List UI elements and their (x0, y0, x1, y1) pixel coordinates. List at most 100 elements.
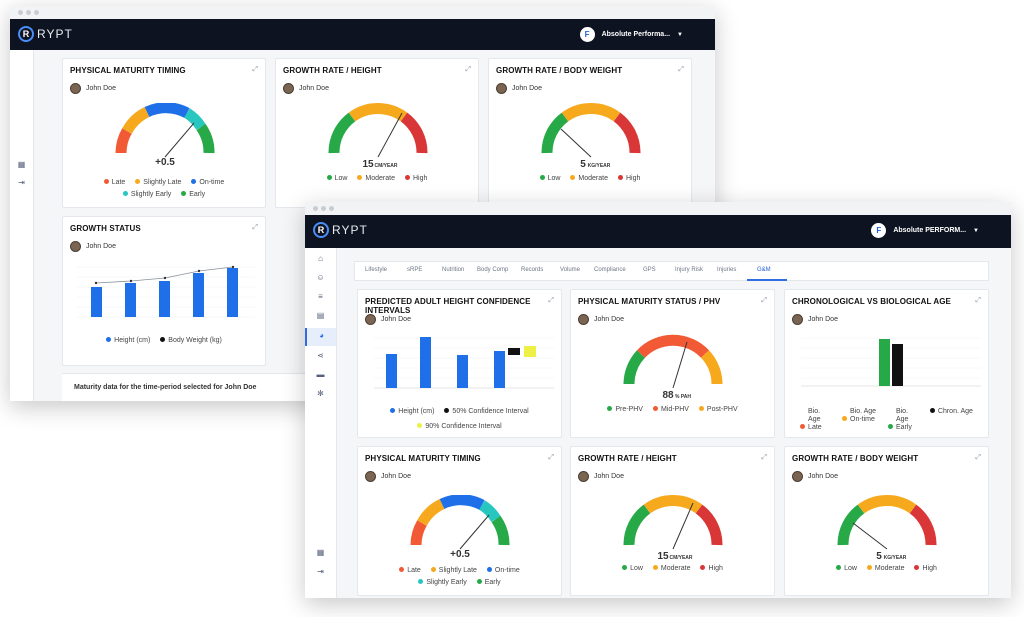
logout-icon[interactable]: ⇥ (18, 178, 25, 187)
org-switcher[interactable]: F Absolute Performa... ▼ (579, 27, 683, 42)
expand-icon[interactable]: ⤢ (761, 454, 767, 461)
adult-height-chart (374, 337, 554, 389)
calendar-icon[interactable]: ▦ (316, 548, 325, 557)
tab-nutrition[interactable]: Nutrition (442, 267, 465, 273)
legend-item[interactable]: Late (103, 177, 125, 189)
avatar (496, 83, 507, 94)
expand-icon[interactable]: ⤢ (465, 66, 471, 73)
tab-bar: Lifestyle sRPE Nutrition Body Comp Recor… (354, 261, 989, 281)
chart-icon[interactable]: ◕ (305, 328, 336, 346)
home-icon[interactable]: ⌂ (318, 254, 323, 263)
maturity-timing-card: PHYSICAL MATURITY TIMING ⤢ John Doe +0.5… (357, 446, 562, 596)
window-dot-icon[interactable] (329, 206, 334, 211)
legend-item[interactable]: Low (836, 563, 857, 575)
legend-item[interactable]: High (914, 563, 937, 575)
legend-item[interactable]: Height (cm) (106, 335, 150, 347)
expand-icon[interactable]: ⤢ (252, 224, 258, 231)
expand-icon[interactable]: ⤢ (975, 297, 981, 304)
gauge-segment-high (695, 504, 723, 546)
legend-item[interactable]: Moderate (866, 563, 905, 575)
legend-item[interactable]: On-time (486, 565, 520, 577)
legend-item[interactable]: Moderate (357, 173, 395, 185)
legend-item[interactable]: Bio. Age Early (887, 408, 920, 432)
expand-icon[interactable]: ⤢ (761, 297, 767, 304)
list-icon[interactable]: ≡ (318, 292, 323, 301)
window-dot-icon[interactable] (313, 206, 318, 211)
legend-item[interactable]: Early (181, 189, 205, 201)
logout-icon[interactable]: ⇥ (317, 567, 324, 576)
legend-item[interactable]: High (617, 173, 640, 185)
legend-item[interactable]: 90% Confidence Interval (417, 421, 502, 433)
legend-item[interactable]: Pre-PHV (607, 404, 643, 416)
logo-text: RYPT (37, 27, 73, 41)
gauge-value: 5 (580, 159, 586, 169)
growth-height-gauge: 15 CM/YEAR (623, 495, 723, 561)
legend-item[interactable]: Moderate (570, 173, 608, 185)
tab-compliance[interactable]: Compliance (594, 267, 626, 273)
legend-item[interactable]: Bio. Age On-time (842, 408, 878, 424)
tab-volume[interactable]: Volume (560, 267, 581, 273)
expand-icon[interactable]: ⤢ (975, 454, 981, 461)
expand-icon[interactable]: ⤢ (548, 297, 554, 304)
tab-srpe[interactable]: sRPE (407, 267, 423, 273)
users-icon[interactable]: ☺ (316, 273, 325, 282)
avatar (70, 83, 81, 94)
tab-body-comp[interactable]: Body Comp (477, 267, 509, 273)
app-logo[interactable]: R RYPT (313, 222, 368, 238)
expand-icon[interactable]: ⤢ (678, 66, 684, 73)
legend-item[interactable]: Low (539, 173, 560, 185)
legend-item[interactable]: Early (476, 577, 501, 589)
gauge-needle (560, 128, 592, 158)
legend-item[interactable]: 50% Confidence Interval (444, 406, 529, 418)
legend-item[interactable]: Low (622, 563, 643, 575)
window-dot-icon[interactable] (26, 10, 31, 15)
legend-item[interactable]: Slightly Late (135, 177, 181, 189)
legend-item[interactable]: Chron. Age (929, 408, 973, 416)
window-dot-icon[interactable] (321, 206, 326, 211)
tab-injury-risk[interactable]: Injury Risk (675, 267, 704, 273)
window-dot-icon[interactable] (18, 10, 23, 15)
growth-weight-card: GROWTH RATE / BODY WEIGHT ⤢ John Doe 5 K… (784, 446, 989, 596)
chart-line (95, 266, 234, 284)
legend-item[interactable]: Height (cm) (390, 406, 434, 418)
legend-item[interactable]: Moderate (652, 563, 691, 575)
legend-item[interactable]: Slightly Late (430, 565, 477, 577)
legend-item[interactable]: Post-PHV (698, 404, 738, 416)
message-icon[interactable]: ▬ (316, 370, 325, 379)
legend-item[interactable]: Slightly Early (418, 577, 467, 589)
user-name: John Doe (808, 316, 838, 323)
app-logo[interactable]: R RYPT (18, 26, 73, 42)
clipboard-icon[interactable]: ▤ (316, 311, 325, 320)
expand-icon[interactable]: ⤢ (252, 66, 258, 73)
legend-item[interactable]: Body Weight (kg) (160, 335, 222, 347)
gauge-segment-low (837, 504, 865, 546)
org-name: Absolute Performa... (601, 31, 671, 38)
tab-lifestyle[interactable]: Lifestyle (365, 267, 388, 273)
legend-item[interactable]: Low (326, 173, 347, 185)
legend-item[interactable]: Late (399, 565, 421, 577)
user-chip: John Doe (70, 83, 116, 94)
user-name: John Doe (594, 473, 624, 480)
window-dot-icon[interactable] (34, 10, 39, 15)
legend-item[interactable]: Slightly Early (122, 189, 171, 201)
user-chip: John Doe (792, 314, 838, 325)
card-title: CHRONOLOGICAL VS BIOLOGICAL AGE (792, 297, 951, 306)
gauge-unit: CM/YEAR (669, 555, 692, 561)
tab-injuries[interactable]: Injuries (717, 267, 737, 273)
expand-icon[interactable]: ⤢ (548, 454, 554, 461)
calendar-icon[interactable]: ▦ (17, 160, 26, 169)
growth-status-chart (77, 265, 255, 318)
tab-gps[interactable]: GPS (643, 267, 656, 273)
user-name: John Doe (594, 316, 624, 323)
legend-item[interactable]: On-time (191, 177, 224, 189)
legend-item[interactable]: High (700, 563, 723, 575)
legend-item[interactable]: Mid-PHV (652, 404, 689, 416)
legend-item[interactable]: Bio. Age Late (800, 408, 832, 432)
org-switcher[interactable]: F Absolute PERFORM... ▼ (871, 223, 979, 238)
settings-icon[interactable]: ✻ (317, 389, 324, 398)
tab-gm[interactable]: G&M (757, 267, 771, 273)
window-chrome (10, 6, 715, 19)
tab-records[interactable]: Records (521, 267, 544, 273)
legend-item[interactable]: High (404, 173, 427, 185)
share-icon[interactable]: ⋖ (317, 351, 324, 360)
